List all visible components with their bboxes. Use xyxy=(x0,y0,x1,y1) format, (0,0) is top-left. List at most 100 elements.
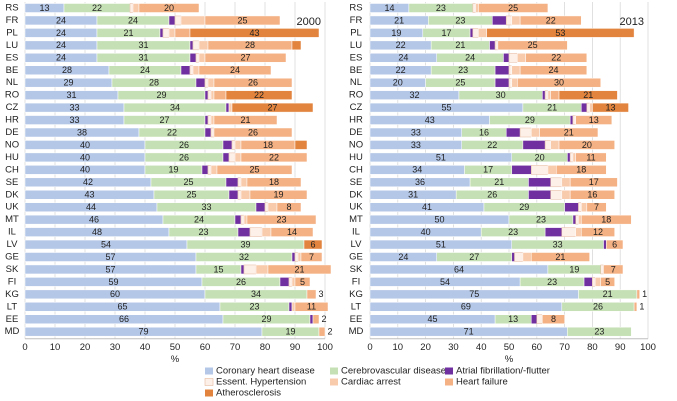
data-label: 18 xyxy=(263,140,273,150)
legend-label: Atrial fibrillation/-flutter xyxy=(456,366,550,377)
bar-segment xyxy=(561,190,571,200)
bar-segment xyxy=(581,102,588,113)
data-label: 24 xyxy=(548,65,558,75)
data-label: 8 xyxy=(286,202,291,212)
bar-segment xyxy=(556,165,607,175)
bar-segment xyxy=(234,152,242,163)
data-label: 26 xyxy=(593,302,603,312)
bar-segment xyxy=(508,65,513,75)
bar-segment xyxy=(530,314,538,324)
data-label: 44 xyxy=(86,202,96,212)
bar-segment xyxy=(291,40,302,51)
bar-segment xyxy=(497,40,568,51)
x-tick-label: 100 xyxy=(317,342,333,353)
data-label: 26 xyxy=(236,277,246,287)
data-label: 32 xyxy=(409,90,419,100)
bar-segment xyxy=(508,77,513,88)
data-label: 28 xyxy=(245,40,255,50)
data-label: 8 xyxy=(551,314,556,324)
y-tick-label: RS xyxy=(349,3,362,14)
legend-swatch xyxy=(445,378,453,386)
bar-segment xyxy=(243,264,257,275)
legend-swatch xyxy=(205,367,213,375)
y-tick-label: NO xyxy=(5,139,19,150)
data-label: 22 xyxy=(92,3,102,13)
bar-segment xyxy=(575,115,613,125)
x-tick-label: 80 xyxy=(260,342,271,353)
bar-segment xyxy=(586,102,590,113)
y-tick-label: LU xyxy=(6,40,18,51)
data-label: 23 xyxy=(508,227,518,237)
bar-segment xyxy=(492,15,507,26)
data-label: 7 xyxy=(611,264,616,274)
bar-segment xyxy=(558,140,615,150)
bar-segment xyxy=(569,177,618,188)
data-label: 12 xyxy=(593,227,603,237)
data-label: 71 xyxy=(464,327,474,337)
bar-segment xyxy=(213,90,227,100)
data-label: 22 xyxy=(396,65,406,75)
bar-segment xyxy=(478,28,488,38)
bar-segment xyxy=(514,252,524,262)
data-label: 18 xyxy=(576,165,586,175)
data-label: 40 xyxy=(421,227,431,237)
data-label: 33 xyxy=(69,102,79,112)
data-label: 43 xyxy=(84,190,94,200)
bar-segment xyxy=(603,264,624,275)
bar-segment xyxy=(472,28,479,38)
legend-swatch xyxy=(330,367,338,375)
bar-segment xyxy=(475,3,479,13)
data-label: 7 xyxy=(594,202,599,212)
bar-segment xyxy=(564,202,579,212)
data-label: 21 xyxy=(555,252,565,262)
data-label: 75 xyxy=(469,289,479,299)
bar-segment xyxy=(494,40,499,51)
bar-segment xyxy=(294,140,308,150)
data-label: 29 xyxy=(261,314,271,324)
bar-segment xyxy=(255,264,269,275)
bar-segment xyxy=(264,202,269,212)
data-label: 40 xyxy=(80,152,90,162)
y-tick-label: MT xyxy=(5,214,19,225)
data-label: 29 xyxy=(63,78,73,88)
bar-segment xyxy=(174,28,191,38)
data-label: 28 xyxy=(149,78,159,88)
x-tick-label: 100 xyxy=(640,342,656,353)
data-label: 53 xyxy=(555,28,565,38)
data-label: 22 xyxy=(167,127,177,137)
y-tick-label: ES xyxy=(350,52,363,63)
legend-swatch xyxy=(204,378,214,386)
bar-segment xyxy=(234,140,242,150)
data-label: 51 xyxy=(436,239,446,249)
legend-label: Cerebrovascular disease xyxy=(341,366,446,377)
data-label: 24 xyxy=(398,53,408,63)
bar-segment xyxy=(600,277,615,287)
bar-segment xyxy=(592,277,596,287)
y-tick-label: SE xyxy=(6,177,19,188)
data-label: 21 xyxy=(583,90,593,100)
bar-segment xyxy=(210,165,218,175)
bar-segment xyxy=(207,165,212,175)
bar-segment xyxy=(569,115,574,125)
bar-segment xyxy=(195,77,206,88)
y-tick-label: RO xyxy=(5,90,19,101)
data-label: 5 xyxy=(300,277,305,287)
data-label: 27 xyxy=(159,115,169,125)
y-tick-label: IL xyxy=(8,227,16,238)
y-tick-label: GE xyxy=(349,252,363,263)
bar-segment xyxy=(550,177,563,188)
data-label: 26 xyxy=(248,127,258,137)
bar-segment xyxy=(204,15,281,26)
bar-segment xyxy=(225,90,293,100)
bar-segment xyxy=(189,28,320,38)
bar-segment xyxy=(583,277,593,287)
bar-segment xyxy=(300,252,323,262)
bar-segment xyxy=(198,65,272,75)
bar-segment xyxy=(207,115,212,125)
data-label: 57 xyxy=(105,264,115,274)
bar-segment xyxy=(472,3,476,13)
bar-segment xyxy=(240,177,248,188)
data-label: 2 xyxy=(321,314,326,324)
bar-segment xyxy=(575,152,607,163)
data-label: 18 xyxy=(601,215,611,225)
